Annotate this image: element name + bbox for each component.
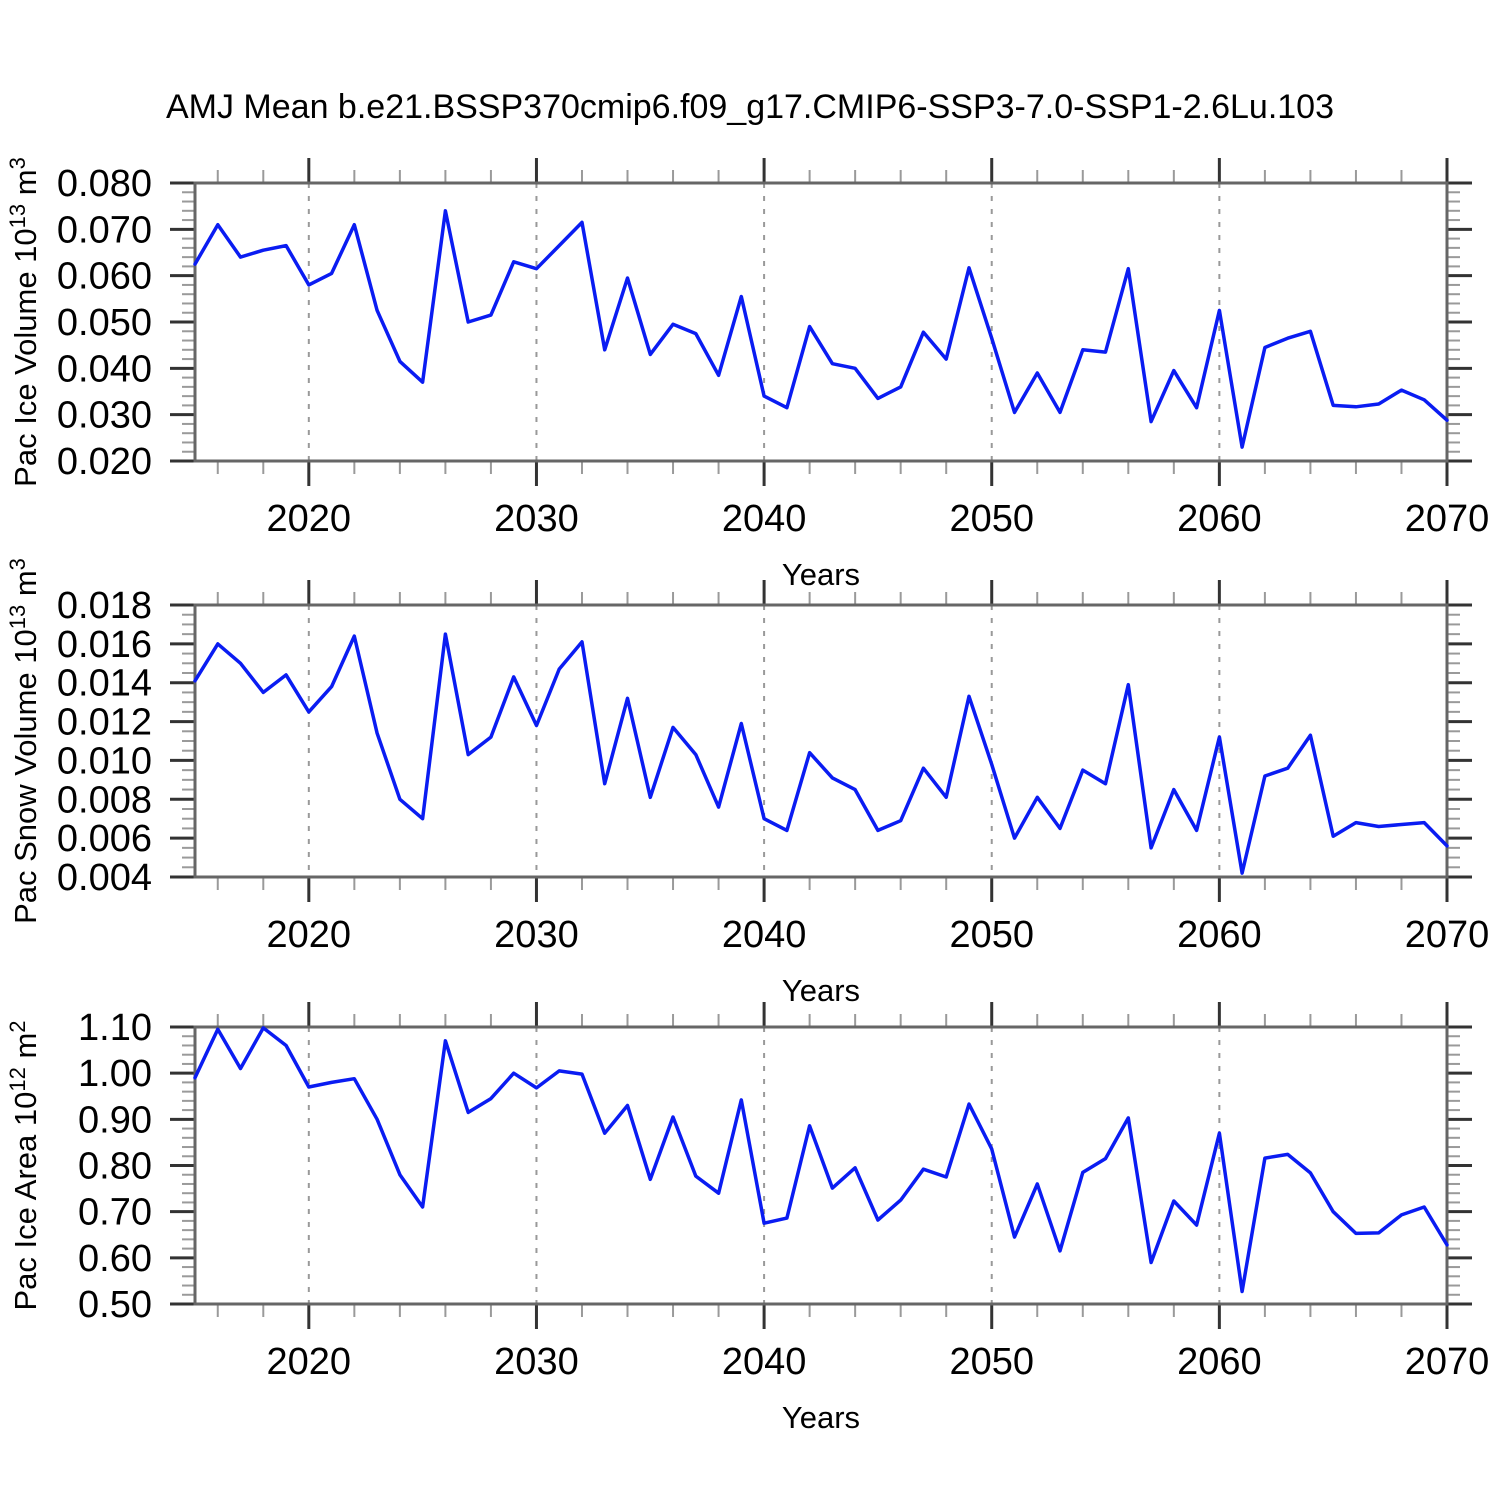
x-tick-label: 2040: [722, 914, 807, 956]
y-tick-label: 1.00: [78, 1053, 152, 1095]
y-tick-label: 0.70: [78, 1192, 152, 1234]
y-tick-label: 0.070: [57, 209, 152, 251]
y-tick-label: 0.008: [57, 779, 152, 821]
y-tick-label: 0.030: [57, 395, 152, 437]
y-tick-label: 0.012: [57, 702, 152, 744]
x-tick-label: 2070: [1405, 498, 1490, 540]
data-line-pac-ice-volume: [193, 209, 1449, 449]
panel-pac-snow-volume: 0.0040.0060.0080.0100.0120.0140.0160.018…: [5, 558, 1489, 1008]
panel-pac-ice-area: 0.500.600.700.80 0.901.001.10 2020 2030 2040…: [5, 1002, 1489, 1435]
x-axis-title: Years: [782, 1400, 860, 1435]
y-tick-label: 0.016: [57, 624, 152, 666]
y-tick-label: 0.010: [57, 740, 152, 782]
y-tick-label: 0.014: [57, 663, 152, 705]
x-tick-label: 2020: [267, 498, 352, 540]
y-tick-label: 0.080: [57, 163, 152, 205]
x-tick-label: 2060: [1177, 498, 1262, 540]
x-tick-label: 2040: [722, 1341, 807, 1383]
x-tick-label: 2070: [1405, 914, 1490, 956]
y-tick-label: 0.018: [57, 585, 152, 627]
x-tick-label: 2070: [1405, 1341, 1490, 1383]
x-tick-label: 2050: [949, 498, 1034, 540]
data-line-pac-snow-volume: [193, 632, 1449, 875]
y-tick-label: 0.050: [57, 302, 152, 344]
x-tick-label: 2030: [494, 1341, 579, 1383]
x-tick-label: 2060: [1177, 914, 1262, 956]
y-tick-label: 0.060: [57, 256, 152, 298]
x-tick-label: 2050: [949, 1341, 1034, 1383]
y-axis-title-pac-snow-volume: Pac Snow Volume 1013 m3: [5, 558, 43, 924]
y-axis-title-pac-ice-volume: Pac Ice Volume 1013 m3: [5, 157, 43, 487]
x-axis-title: Years: [782, 557, 860, 592]
data-line-pac-ice-area: [193, 1026, 1449, 1294]
y-tick-label: 0.040: [57, 348, 152, 390]
x-tick-label: 2030: [494, 498, 579, 540]
y-tick-label: 1.10: [78, 1007, 152, 1049]
x-tick-label: 2060: [1177, 1341, 1262, 1383]
y-tick-label: 0.004: [57, 857, 152, 899]
y-tick-label: 0.020: [57, 441, 152, 483]
plot-frame: [193, 181, 1449, 463]
x-tick-label: 2020: [267, 914, 352, 956]
y-tick-label: 0.90: [78, 1099, 152, 1141]
plot-frame: [193, 603, 1449, 879]
y-tick-label: 0.006: [57, 818, 152, 860]
x-tick-label: 2050: [949, 914, 1034, 956]
x-tick-label: 2030: [494, 914, 579, 956]
y-tick-label: 0.50: [78, 1284, 152, 1326]
x-axis-title: Years: [782, 973, 860, 1008]
x-tick-label: 2040: [722, 498, 807, 540]
plot-frame: [193, 1025, 1449, 1306]
y-tick-label: 0.60: [78, 1238, 152, 1280]
x-tick-label: 2020: [267, 1341, 352, 1383]
page-title: AMJ Mean b.e21.BSSP370cmip6.f09_g17.CMIP…: [165, 88, 1334, 126]
y-axis-title-pac-ice-area: Pac Ice Area 1012 m2: [5, 1020, 43, 1310]
y-tick-label: 0.80: [78, 1146, 152, 1188]
